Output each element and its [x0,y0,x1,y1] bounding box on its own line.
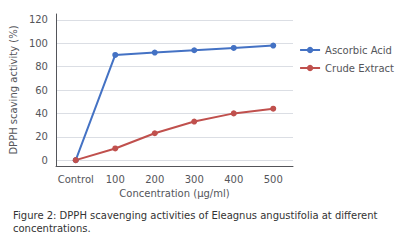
svg-text:100: 100 [29,38,48,49]
svg-text:200: 200 [145,174,164,185]
svg-text:Concentration (μg/ml): Concentration (μg/ml) [119,188,229,199]
svg-text:500: 500 [264,174,283,185]
svg-text:120: 120 [29,14,48,25]
svg-text:60: 60 [35,85,48,96]
svg-text:300: 300 [185,174,204,185]
svg-text:80: 80 [35,61,48,72]
svg-text:20: 20 [35,131,48,142]
svg-text:0: 0 [42,155,48,166]
svg-text:Control: Control [58,174,94,185]
svg-text:40: 40 [35,108,48,119]
svg-text:Ascorbic Acid: Ascorbic Acid [325,45,392,56]
svg-text:concentrations.: concentrations. [13,223,91,234]
svg-text:400: 400 [224,174,243,185]
svg-text:Figure 2: DPPH scavenging acti: Figure 2: DPPH scavenging activities of … [13,210,381,221]
svg-text:100: 100 [106,174,125,185]
svg-text:Crude Extract: Crude Extract [325,63,394,74]
svg-text:DPPH scaving activity (%): DPPH scaving activity (%) [8,25,19,154]
